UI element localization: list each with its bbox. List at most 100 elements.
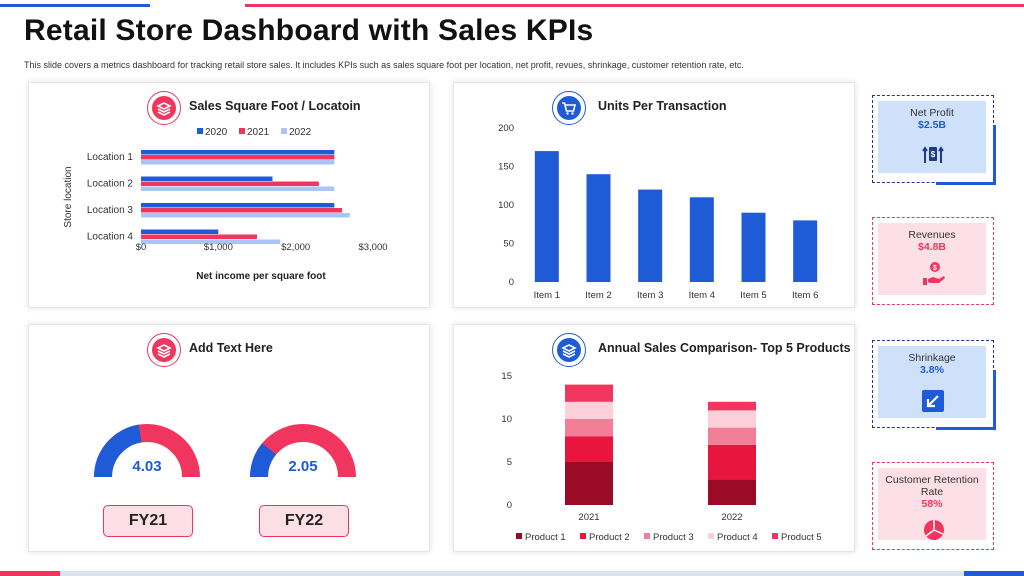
kpi-retention: Customer Retention Rate 58% [872,462,994,550]
x-tick-label: $1,000 [204,242,233,253]
y-axis-label: Store location [63,166,74,227]
gauge-value: 4.03 [132,458,161,475]
bar-segment [565,436,613,462]
bar [741,212,766,282]
annual-panel: Annual Sales Comparison- Top 5 Products … [453,324,855,552]
fy22-label: FY22 [259,505,349,537]
legend-swatch [281,128,287,134]
bar-segment [565,419,613,437]
x-tick-label: Item 4 [689,290,715,301]
sales-sqft-title: Sales Square Foot / Locatoin [189,99,361,113]
bar-segment [565,401,613,419]
x-tick-label: Item 3 [637,290,663,301]
legend-label: Product 3 [653,532,694,543]
bar-segment [708,479,756,505]
bar [141,229,219,234]
gauge-value: 2.05 [288,458,317,475]
category-label: Location 3 [87,205,134,216]
legend-swatch [772,533,778,539]
arrow-down-left-icon [922,390,944,412]
bar [141,160,335,165]
kpi-value: $4.8B [917,241,947,253]
y-tick-label: 15 [501,371,512,382]
gauge-fill [250,443,277,478]
legend-label: Product 4 [717,532,758,543]
x-axis-label: Net income per square foot [196,271,326,282]
category-label: Location 1 [87,152,134,163]
x-tick-label: Item 6 [792,290,818,301]
bar [638,189,663,282]
x-tick-label: Item 1 [534,290,560,301]
x-tick-label: Item 2 [585,290,611,301]
bar-segment [565,462,613,505]
sales-sqft-panel: Sales Square Foot / Locatoin 2020 2021 202… [28,82,430,308]
bottom-bar [0,571,1024,576]
top-accent-red [245,4,1024,7]
legend-swatch [644,533,650,539]
bar [141,208,343,213]
shopping-cart-icon [552,91,586,125]
sales-sqft-chart: 2020 2021 2022 Location 1 Location 2 Location… [63,127,388,282]
bar-segment [565,384,613,402]
y-tick-label: 100 [498,200,514,211]
kpi-shrinkage: Shrinkage 3.8% [872,340,996,430]
units-panel: Units Per Transaction 0 50 100 150 200 Item 1… [453,82,855,308]
category-label: Location 2 [87,179,134,190]
hand-money-icon: $ [923,262,945,285]
bar [141,239,281,244]
legend-swatch [197,128,203,134]
bar-segment [708,427,756,445]
bar [141,181,319,186]
y-tick-label: 200 [498,123,514,134]
kpi-value: 3.8% [920,364,944,376]
gauges-chart: 4.03 2.05 [94,424,356,478]
y-tick-label: 5 [507,457,512,468]
annual-chart: 0 5 10 15 2021 2022 Product 1 Product 2 Product … [501,371,822,543]
top-accent-blue [0,4,150,7]
page-title: Retail Store Dashboard with Sales KPIs [24,14,594,47]
units-chart: 0 50 100 150 200 Item 1 Item 2 Item 3 Item 4 Item… [498,123,818,301]
legend-label: 2021 [247,127,270,138]
kpi-value: $2.5B [917,119,947,131]
bar [141,213,350,218]
kpi-label: Shrinkage [908,352,956,364]
money-up-icon: $ [922,146,944,163]
bar [141,203,335,208]
category-label: Location 4 [87,232,134,243]
y-tick-label: 50 [503,239,514,250]
kpi-label: Customer Retention Rate [885,474,979,498]
x-tick-label: $2,000 [281,242,310,253]
bar [534,151,559,282]
legend-label: 2022 [289,127,312,138]
bar-segment [708,401,756,411]
bar-chart-icon [147,91,181,125]
gauges-panel: Add Text Here 4.03 2.05 FY21 FY22 [28,324,430,552]
legend-swatch [708,533,714,539]
svg-text:$: $ [933,265,937,272]
bar [141,176,273,181]
layers-icon [147,333,181,367]
bar [586,174,611,282]
kpi-revenues: Revenues $4.8B $ [872,217,994,305]
legend-swatch [239,128,245,134]
y-tick-label: 10 [501,414,512,425]
legend-label: Product 5 [781,532,822,543]
bar [689,197,714,282]
kpi-label: Net Profit [910,107,954,119]
legend-label: Product 1 [525,532,566,543]
legend-swatch [516,533,522,539]
y-tick-label: 0 [507,500,512,511]
x-tick-label: Item 5 [740,290,766,301]
gauges-title: Add Text Here [189,341,273,355]
x-tick-label: 2021 [578,512,599,523]
units-title: Units Per Transaction [598,99,727,113]
kpi-value: 58% [921,498,943,510]
bar-segment [708,410,756,428]
bar [141,234,257,239]
layers-icon [552,333,586,367]
legend-swatch [580,533,586,539]
gauge-fill [94,424,142,478]
legend-label: Product 2 [589,532,630,543]
legend-label: 2020 [205,127,228,138]
bar-segment [708,444,756,480]
